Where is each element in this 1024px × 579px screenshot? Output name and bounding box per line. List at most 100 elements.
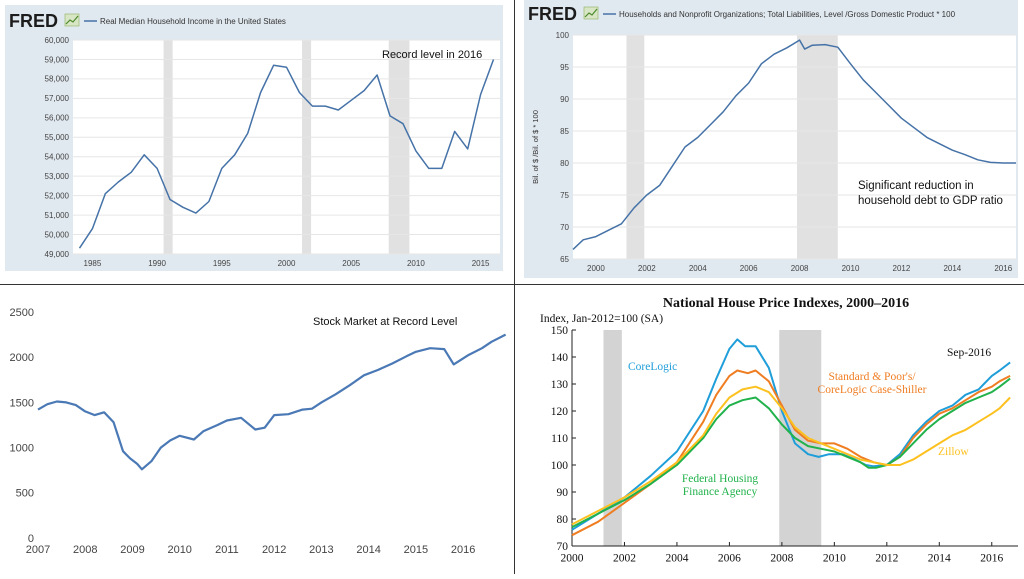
y-tick-label: 95: [560, 63, 569, 72]
y-tick-label: 90: [560, 95, 569, 104]
y-tick-label: 110: [551, 433, 568, 445]
y-tick-label: 140: [551, 352, 569, 364]
y-tick-label: 75: [560, 191, 569, 200]
x-tick-label: 2014: [943, 264, 961, 273]
label-sp-line1: Standard & Poor's/: [828, 371, 916, 383]
recession-band: [779, 330, 822, 546]
x-tick-label: 1985: [84, 259, 102, 268]
x-tick-label: 2014: [928, 553, 951, 565]
recession-band: [797, 35, 838, 259]
y-tick-label: 60,000: [45, 36, 70, 45]
y-tick-label: 1000: [10, 442, 34, 454]
x-tick-label: 1990: [148, 259, 166, 268]
chart-legend: Real Median Household Income in the Unit…: [100, 17, 286, 26]
x-tick-label: 2000: [561, 553, 584, 565]
x-tick-label: 2016: [980, 553, 1003, 565]
x-tick-label: 2012: [262, 544, 286, 556]
x-tick-label: 2002: [613, 553, 636, 565]
series-line-federal-housing-finance-agency: [571, 377, 1011, 528]
y-tick-label: 58,000: [45, 75, 70, 84]
label-fhfa-line2: Finance Agency: [683, 486, 758, 498]
x-tick-label: 2000: [278, 259, 296, 268]
annotation-debt-line2: household debt to GDP ratio: [858, 195, 1003, 207]
income-chart: FRED Real Median Household Income in the…: [9, 11, 500, 268]
house-panel: National House Price Indexes, 2000–2016 …: [520, 290, 1024, 574]
x-tick-label: 2015: [404, 544, 428, 556]
annotation-record: Record level in 2016: [382, 49, 482, 61]
y-tick-label: 53,000: [45, 172, 70, 181]
label-zillow: Zillow: [938, 446, 969, 458]
recession-band: [302, 40, 312, 254]
x-tick-label: 2012: [875, 553, 898, 565]
x-tick-label: 2012: [893, 264, 911, 273]
x-tick-label: 2004: [665, 553, 688, 565]
y-tick-label: 55,000: [45, 133, 70, 142]
y-tick-label: 49,000: [45, 250, 70, 259]
house-chart: National House Price Indexes, 2000–2016 …: [540, 296, 1018, 565]
label-date: Sep-2016: [947, 347, 991, 359]
x-tick-label: 2008: [791, 264, 809, 273]
y-tick-label: 120: [551, 406, 569, 418]
y-tick-label: 59,000: [45, 55, 70, 64]
plot-area: [573, 35, 1016, 259]
x-tick-label: 2010: [167, 544, 191, 556]
y-tick-label: 70: [560, 223, 569, 232]
y-tick-label: 52,000: [45, 191, 70, 200]
x-tick-label: 2000: [587, 264, 605, 273]
recession-band: [603, 330, 622, 546]
x-tick-label: 1995: [213, 259, 231, 268]
y-tick-label: 57,000: [45, 94, 70, 103]
series-line-corelogic: [571, 338, 1011, 531]
y-tick-label: 85: [560, 127, 569, 136]
chart-subtitle: Index, Jan-2012=100 (SA): [540, 313, 663, 325]
chart-title: National House Price Indexes, 2000–2016: [663, 296, 909, 311]
y-tick-label: 1500: [10, 397, 34, 409]
x-tick-label: 2016: [994, 264, 1012, 273]
x-tick-label: 2014: [356, 544, 380, 556]
fred-logo: FRED: [9, 11, 58, 31]
plot-area: [73, 40, 500, 254]
chart-legend: Households and Nonprofit Organizations; …: [619, 10, 956, 19]
stock-chart: 0 500 1000 1500 2000 2500 2007 2008 2009 2010 2011…: [10, 307, 507, 556]
y-tick-label: 70: [557, 541, 569, 553]
y-tick-label: 2500: [10, 307, 34, 319]
fred-logo: FRED: [528, 4, 577, 24]
divider-vertical: [514, 0, 515, 574]
y-axis-label: Bil. of $ /Bil. of $ * 100: [531, 110, 540, 184]
y-tick-label: 54,000: [45, 153, 70, 162]
y-tick-label: 100: [551, 460, 569, 472]
x-tick-label: 2010: [823, 553, 846, 565]
divider-horizontal: [0, 284, 1024, 285]
label-corelogic: CoreLogic: [628, 361, 677, 373]
recession-band: [626, 35, 645, 259]
y-tick-label: 90: [557, 487, 569, 499]
fred-logo-icon: [64, 13, 80, 27]
series-line: [37, 333, 507, 471]
x-tick-label: 2013: [309, 544, 333, 556]
y-tick-label: 0: [28, 533, 34, 545]
x-tick-label: 2002: [638, 264, 656, 273]
stock-panel: 0 500 1000 1500 2000 2500 2007 2008 2009 2010 2011…: [0, 290, 512, 574]
y-tick-label: 2000: [10, 352, 34, 364]
x-tick-label: 2007: [26, 544, 50, 556]
y-tick-label: 130: [551, 379, 569, 391]
y-tick-label: 100: [556, 31, 570, 40]
x-tick-label: 2006: [718, 553, 741, 565]
y-tick-label: 65: [560, 255, 569, 264]
x-tick-label: 2011: [215, 544, 239, 556]
fred-logo-icon: [583, 6, 599, 20]
x-tick-label: 2010: [842, 264, 860, 273]
recession-band: [163, 40, 173, 254]
y-tick-label: 50,000: [45, 230, 70, 239]
x-tick-label: 2005: [342, 259, 360, 268]
annotation-stock: Stock Market at Record Level: [313, 316, 457, 328]
income-panel: FRED Real Median Household Income in the…: [5, 5, 503, 271]
x-tick-label: 2009: [120, 544, 144, 556]
series-line-zillow: [571, 385, 1011, 526]
x-tick-label: 2008: [770, 553, 793, 565]
series-line: [78, 59, 495, 249]
annotation-debt-line1: Significant reduction in: [858, 180, 974, 192]
recession-band: [388, 40, 410, 254]
x-tick-label: 2016: [451, 544, 475, 556]
label-sp-line2: CoreLogic Case-Shiller: [818, 384, 927, 396]
